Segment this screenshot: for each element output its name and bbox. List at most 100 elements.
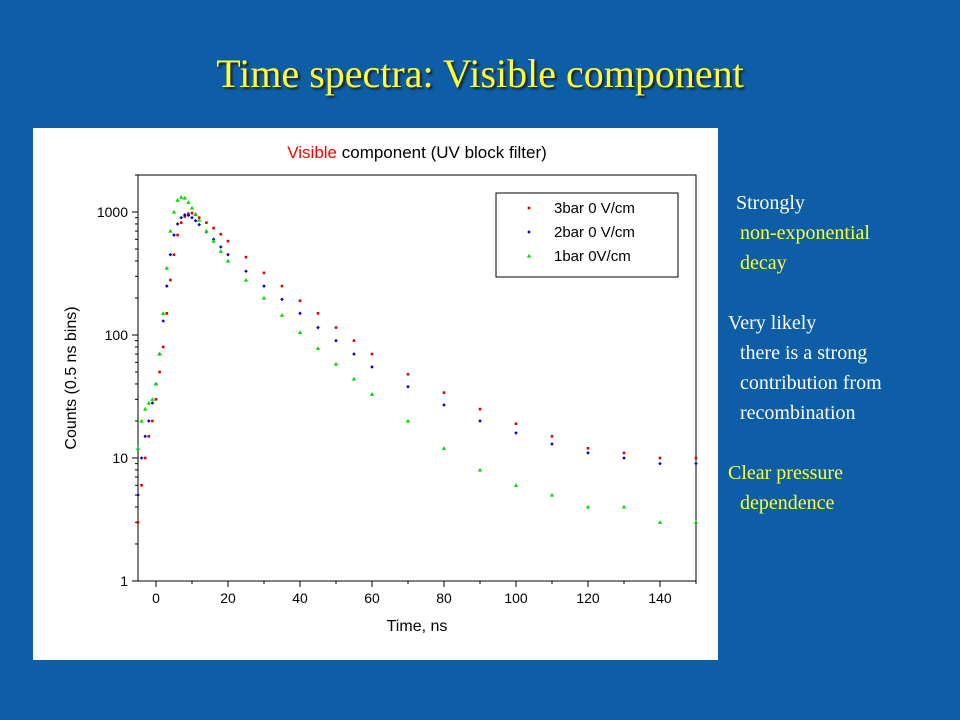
data-point	[586, 446, 590, 450]
data-point	[316, 312, 320, 315]
note-line: Very likely	[728, 312, 817, 334]
data-point	[218, 249, 223, 253]
data-point	[262, 284, 266, 288]
legend-label: 3bar 0 V/cm	[554, 200, 635, 217]
data-point	[157, 351, 162, 356]
data-point	[262, 271, 266, 275]
x-tick-label: 20	[220, 590, 236, 606]
data-point	[219, 232, 223, 236]
data-point	[514, 431, 518, 435]
x-axis-label: Time, ns	[387, 618, 448, 635]
data-point	[140, 483, 143, 487]
data-point	[139, 456, 144, 460]
x-tick-label: 120	[576, 590, 600, 606]
data-point	[585, 504, 591, 509]
y-tick-label: 1	[120, 573, 128, 589]
data-point	[193, 212, 198, 216]
note-line: Clear pressure	[728, 462, 843, 484]
data-point	[243, 277, 249, 282]
data-point	[370, 352, 374, 356]
data-point	[406, 372, 410, 376]
data-point	[351, 376, 357, 381]
data-point	[244, 255, 248, 259]
data-point	[197, 216, 201, 219]
data-point	[694, 456, 698, 460]
data-point	[190, 211, 194, 215]
data-point	[219, 245, 223, 249]
plot-frame	[137, 174, 697, 582]
data-point	[622, 451, 626, 455]
data-point	[280, 297, 284, 302]
x-tick-label: 100	[504, 590, 528, 606]
y-axis-label: Counts (0.5 ns bins)	[63, 306, 80, 449]
data-point	[316, 325, 320, 330]
data-point	[658, 461, 662, 466]
note-line: non-exponential	[740, 222, 870, 244]
data-point	[334, 338, 338, 343]
data-point	[550, 442, 554, 446]
chart-panel: Visible component (UV block filter) 0 20 40…	[33, 128, 718, 660]
data-point	[297, 330, 303, 335]
data-point	[150, 401, 155, 405]
data-point	[139, 418, 144, 423]
data-point	[478, 419, 482, 423]
legend-label: 1bar 0V/cm	[554, 248, 631, 265]
data-point	[352, 339, 356, 342]
x-tick-label: 140	[648, 590, 672, 606]
note-line: Strongly	[736, 192, 805, 214]
data-point	[658, 456, 662, 460]
data-point	[186, 213, 191, 218]
data-point	[442, 403, 446, 407]
data-point	[478, 407, 482, 411]
data-point	[621, 504, 627, 509]
data-point	[168, 228, 173, 233]
note-line: there is a strong	[740, 342, 868, 364]
data-point	[279, 312, 285, 317]
data-point	[176, 233, 179, 237]
y-tick-label: 1000	[97, 204, 128, 220]
data-point	[334, 326, 338, 329]
note-line: decay	[740, 252, 787, 274]
data-point	[135, 446, 141, 450]
note-line: contribution from	[740, 372, 882, 394]
chart-svg: Visible component (UV block filter) 0 20 40…	[63, 143, 699, 635]
slide-title: Time spectra: Visible component	[216, 51, 744, 96]
x-tick-label: 0	[152, 590, 160, 606]
data-point	[226, 252, 230, 257]
data-point	[179, 215, 183, 220]
data-point	[172, 233, 176, 237]
data-point	[694, 461, 698, 466]
data-point	[211, 238, 216, 243]
data-point	[182, 195, 187, 200]
data-point	[405, 418, 411, 423]
data-point	[370, 365, 374, 369]
data-point	[477, 467, 483, 472]
data-point	[161, 345, 165, 349]
data-point	[197, 222, 201, 227]
data-point	[153, 381, 159, 386]
data-point	[161, 319, 165, 323]
data-point	[693, 520, 699, 524]
data-point	[168, 252, 173, 257]
data-point	[261, 295, 267, 300]
data-point	[175, 197, 180, 202]
data-point	[172, 253, 176, 256]
data-point	[622, 456, 626, 460]
data-point	[549, 492, 555, 497]
data-point	[352, 352, 356, 356]
x-tick-label: 60	[364, 590, 380, 606]
data-point	[154, 398, 158, 401]
data-point	[315, 346, 321, 350]
data-point	[165, 312, 169, 315]
data-point	[244, 269, 248, 274]
data-point	[147, 419, 151, 423]
data-point	[204, 228, 209, 233]
data-point	[171, 209, 177, 214]
data-point	[190, 215, 194, 220]
data-point	[147, 435, 151, 438]
data-point	[179, 194, 184, 199]
data-point	[161, 311, 166, 315]
data-point	[179, 221, 183, 224]
data-point	[143, 456, 147, 460]
note-line: dependence	[740, 492, 835, 514]
